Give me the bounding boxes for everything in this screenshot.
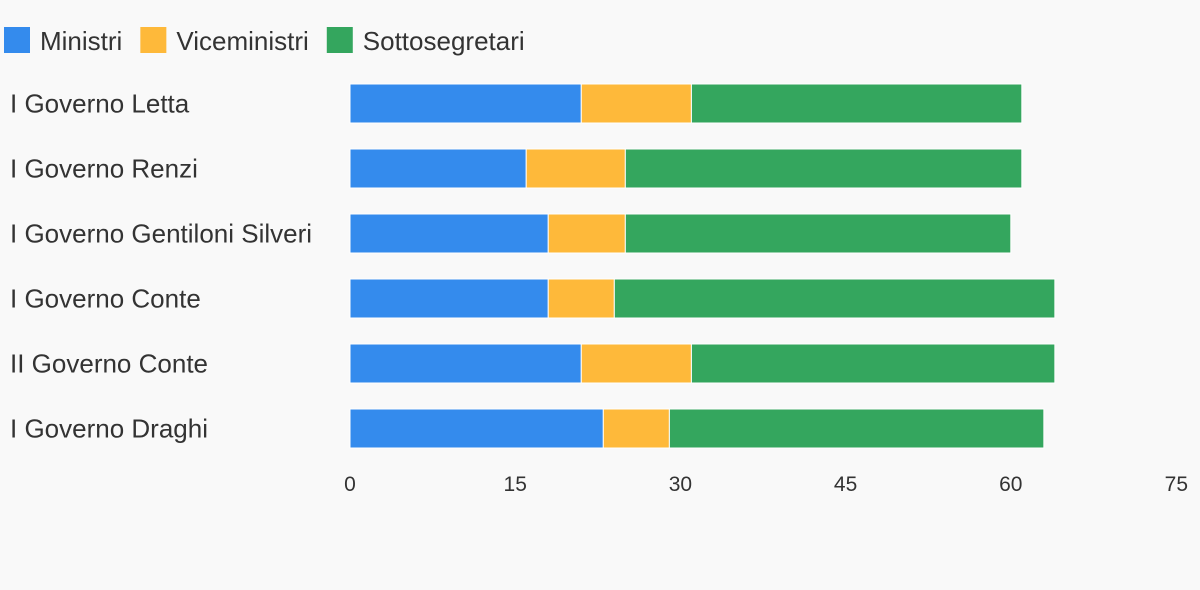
bar-segment-viceministri <box>580 83 692 124</box>
x-tick-label: 0 <box>344 473 356 496</box>
legend-swatch-sottosegretari <box>326 27 353 53</box>
bar-segment-ministri <box>349 213 549 254</box>
legend-label-sottosegretari: Sottosegretari <box>363 26 525 56</box>
bar-segment-sottosegretari <box>624 148 1023 189</box>
legend-label-ministri: Ministri <box>40 26 122 56</box>
category-label: II Governo Conte <box>10 349 208 379</box>
category-label: I Governo Letta <box>10 89 190 119</box>
legend-label-viceministri: Viceministri <box>176 26 308 56</box>
x-tick-label: 60 <box>999 473 1022 496</box>
bar-segment-viceministri <box>547 278 615 319</box>
bar-segment-viceministri <box>580 343 692 384</box>
legend: Ministri Viceministri Sottosegretari <box>4 26 525 56</box>
bar-segment-viceministri <box>525 148 626 189</box>
bar-segment-ministri <box>349 83 582 124</box>
x-tick-label: 30 <box>669 473 692 496</box>
category-label: I Governo Draghi <box>10 414 208 444</box>
bar-segment-ministri <box>349 148 527 189</box>
bar-segment-viceministri <box>602 408 670 449</box>
x-tick-label: 75 <box>1165 473 1188 496</box>
x-tick-label: 15 <box>504 473 527 496</box>
bar-segment-ministri <box>349 408 604 449</box>
bar-segment-sottosegretari <box>690 83 1023 124</box>
category-label: I Governo Renzi <box>10 154 198 184</box>
legend-swatch-viceministri <box>140 27 167 53</box>
bar-segment-ministri <box>349 278 549 319</box>
bar-segment-sottosegretari <box>624 213 1012 254</box>
bar-segment-ministri <box>349 343 582 384</box>
category-label: I Governo Gentiloni Silveri <box>10 219 312 249</box>
bar-segment-sottosegretari <box>668 408 1045 449</box>
bar-segment-sottosegretari <box>613 278 1056 319</box>
bars <box>349 83 1056 449</box>
x-tick-label: 45 <box>834 473 857 496</box>
category-label: I Governo Conte <box>10 284 201 314</box>
category-labels: I Governo Letta I Governo Renzi I Governo … <box>10 89 312 444</box>
bar-segment-sottosegretari <box>690 343 1056 384</box>
x-axis-ticks: 0 15 30 45 60 75 <box>344 473 1188 496</box>
legend-swatch-ministri <box>4 27 30 53</box>
bar-segment-viceministri <box>547 213 626 254</box>
